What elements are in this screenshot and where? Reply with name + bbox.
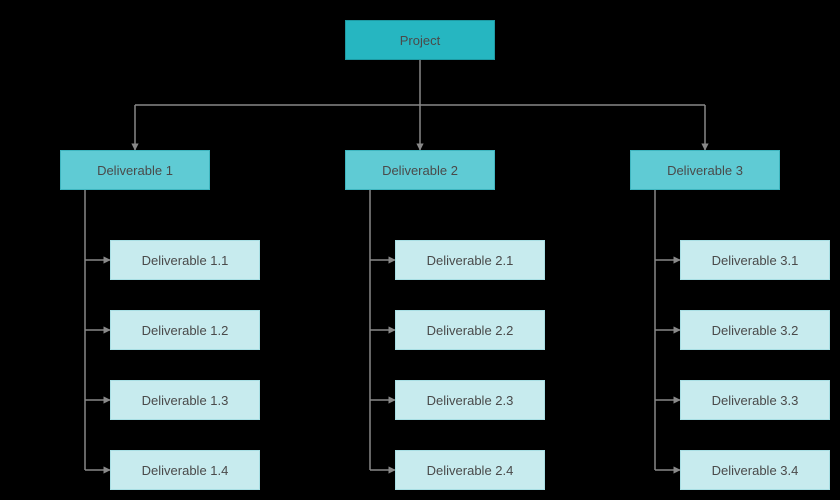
node-d3: Deliverable 3 <box>630 150 780 190</box>
node-label: Deliverable 3.4 <box>712 463 799 478</box>
node-label: Deliverable 2.4 <box>427 463 514 478</box>
node-d24: Deliverable 2.4 <box>395 450 545 490</box>
node-label: Deliverable 3.2 <box>712 323 799 338</box>
node-label: Deliverable 3.1 <box>712 253 799 268</box>
node-label: Deliverable 3 <box>667 163 743 178</box>
node-d32: Deliverable 3.2 <box>680 310 830 350</box>
node-d13: Deliverable 1.3 <box>110 380 260 420</box>
node-root: Project <box>345 20 495 60</box>
node-label: Deliverable 2.3 <box>427 393 514 408</box>
node-d1: Deliverable 1 <box>60 150 210 190</box>
node-d22: Deliverable 2.2 <box>395 310 545 350</box>
node-label: Deliverable 2.2 <box>427 323 514 338</box>
node-label: Deliverable 2.1 <box>427 253 514 268</box>
node-d14: Deliverable 1.4 <box>110 450 260 490</box>
node-d11: Deliverable 1.1 <box>110 240 260 280</box>
node-d12: Deliverable 1.2 <box>110 310 260 350</box>
diagram-canvas: { "diagram": { "type": "tree", "backgrou… <box>0 0 840 500</box>
node-d21: Deliverable 2.1 <box>395 240 545 280</box>
node-label: Deliverable 2 <box>382 163 458 178</box>
node-label: Project <box>400 33 440 48</box>
node-d31: Deliverable 3.1 <box>680 240 830 280</box>
node-d34: Deliverable 3.4 <box>680 450 830 490</box>
node-label: Deliverable 1.2 <box>142 323 229 338</box>
node-d23: Deliverable 2.3 <box>395 380 545 420</box>
node-d33: Deliverable 3.3 <box>680 380 830 420</box>
node-label: Deliverable 1 <box>97 163 173 178</box>
node-label: Deliverable 1.3 <box>142 393 229 408</box>
node-label: Deliverable 1.1 <box>142 253 229 268</box>
node-label: Deliverable 3.3 <box>712 393 799 408</box>
node-d2: Deliverable 2 <box>345 150 495 190</box>
node-label: Deliverable 1.4 <box>142 463 229 478</box>
